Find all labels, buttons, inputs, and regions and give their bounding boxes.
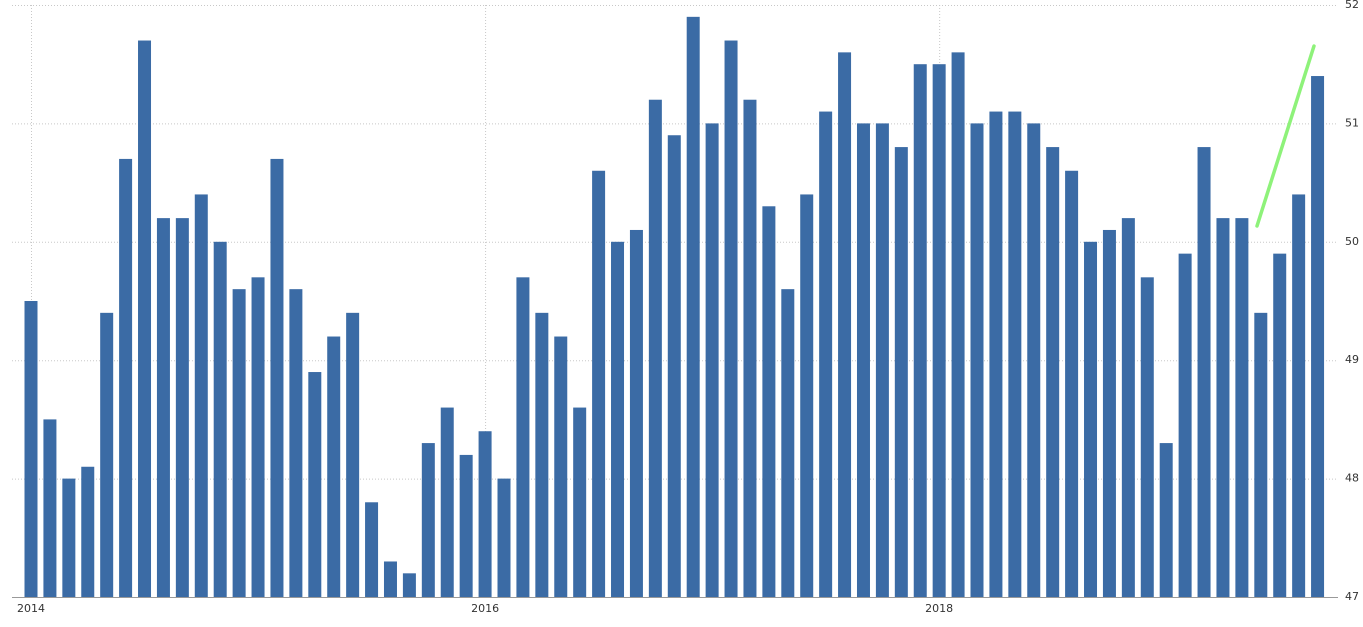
bar [1273,253,1287,597]
bar [421,443,435,597]
bar [800,194,814,597]
bar [289,289,303,597]
y-tick-label: 50 [1345,235,1359,248]
bar [327,336,341,597]
bar [932,64,946,597]
bar [1235,218,1249,597]
bar [554,336,568,597]
bar [856,123,870,598]
bar [573,407,587,597]
bar [762,206,776,597]
y-tick-label: 49 [1345,353,1359,366]
bar [819,111,833,597]
bar [213,241,227,598]
bar [232,289,246,597]
bar [913,64,927,597]
bar [989,111,1003,597]
y-tick-label: 51 [1345,116,1359,129]
bar [138,40,152,597]
bar [1102,229,1116,597]
bar [1254,312,1268,597]
bar [308,372,322,597]
bar [894,147,908,597]
bar [1046,147,1060,597]
bar [611,241,625,598]
x-tick-label: 2018 [925,602,953,615]
bar [156,218,170,597]
bar [629,229,643,597]
y-tick-label: 48 [1345,472,1359,485]
bar [1178,253,1192,597]
bar [592,170,606,597]
bar [270,158,284,598]
bar [383,561,397,597]
bar [1084,241,1098,598]
bar [875,123,889,598]
bar [838,52,852,598]
bar [62,478,76,597]
bar [743,99,757,597]
bar [251,277,265,597]
bar [365,502,379,597]
bar [1140,277,1154,597]
bar [705,123,719,598]
bar [1159,443,1173,597]
bar [175,218,189,597]
bar [951,52,965,598]
bar [667,135,681,598]
bar [497,478,511,597]
bar [1027,123,1041,598]
bar [686,16,700,597]
y-tick-label: 52 [1345,0,1359,11]
bar [402,573,416,597]
bar [516,277,530,597]
bar [440,407,454,597]
y-tick-label: 47 [1345,590,1359,603]
trend-annotation [1255,44,1316,228]
bar [119,158,133,598]
bar [1197,147,1211,597]
bar [194,194,208,597]
bar [1292,194,1306,597]
bar [535,312,549,597]
bar [1216,218,1230,597]
bar [724,40,738,597]
bar [781,289,795,597]
bar [648,99,662,597]
bar [1121,218,1135,597]
x-tick-label: 2014 [17,602,45,615]
bar [43,419,57,597]
bar [970,123,984,598]
bar [1065,170,1079,597]
bar [459,454,473,597]
bar [346,312,360,597]
bar [1311,76,1325,598]
bar [1008,111,1022,597]
bar [478,431,492,597]
x-tick-label: 2016 [471,602,499,615]
bar [100,312,114,597]
bar-layer [24,16,1325,598]
bar [81,466,95,597]
bar [24,301,38,597]
